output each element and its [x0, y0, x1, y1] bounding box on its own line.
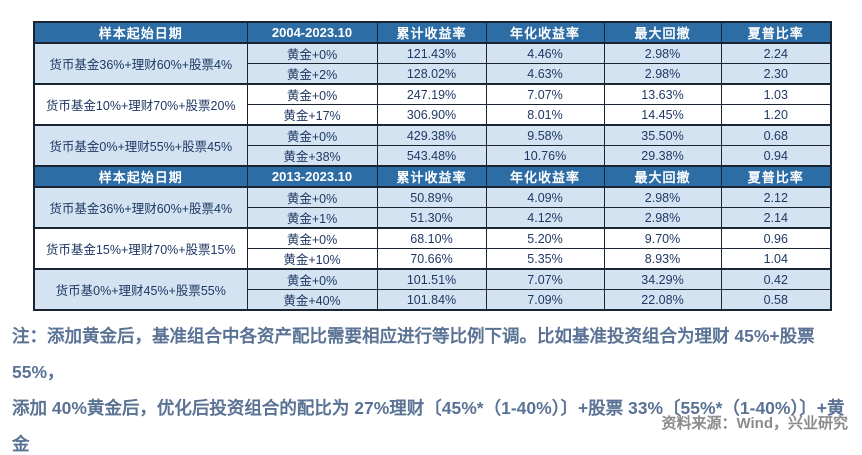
gold-allocation-cell: 黄金+0% — [246, 42, 378, 64]
sharpe-ratio-cell: 2.30 — [720, 63, 832, 84]
cumulative-return-cell: 543.48% — [376, 145, 487, 166]
table-row: 黄金+38% 543.48% 10.76% 29.38% 0.94 — [34, 145, 832, 166]
gold-allocation-cell: 黄金+0% — [246, 268, 378, 290]
strategy-label: 货币基0%+理财45%+股票55% — [33, 268, 248, 310]
table-row: 黄金+2% 128.02% 4.63% 2.98% 2.30 — [34, 63, 832, 84]
annualized-return-cell: 9.58% — [485, 124, 605, 146]
col-header-max-drawdown: 最大回撤 — [603, 165, 722, 188]
table-row: 黄金+1% 51.30% 4.12% 2.98% 2.14 — [34, 207, 832, 228]
sharpe-ratio-cell: 0.42 — [720, 268, 832, 290]
sharpe-ratio-cell: 2.12 — [720, 186, 832, 208]
table-row: 货币基金36%+理财60%+股票4% 黄金+0% 121.43% 4.46% 2… — [33, 42, 832, 84]
max-drawdown-cell: 35.50% — [603, 124, 722, 146]
max-drawdown-cell: 9.70% — [603, 227, 722, 249]
gold-allocation-cell: 黄金+0% — [246, 124, 378, 146]
sharpe-ratio-cell: 2.14 — [720, 207, 832, 228]
annualized-return-cell: 4.12% — [485, 207, 605, 228]
max-drawdown-cell: 2.98% — [603, 42, 722, 64]
cumulative-return-cell: 68.10% — [376, 227, 487, 249]
strategy-label: 货币基金36%+理财60%+股票4% — [33, 42, 248, 84]
col-header-cumulative-return: 累计收益率 — [376, 21, 487, 44]
cumulative-return-cell: 50.89% — [376, 186, 487, 208]
gold-allocation-cell: 黄金+40% — [246, 289, 378, 310]
annualized-return-cell: 4.63% — [485, 63, 605, 84]
strategy-label: 货币基金15%+理财70%+股票15% — [33, 227, 248, 269]
table-row: 货币基金0%+理财55%+股票45% 黄金+0% 429.38% 9.58% 3… — [33, 124, 832, 166]
col-header-date-range: 2013-2023.10 — [246, 165, 378, 188]
portfolio-returns-table: 样本起始日期 2004-2023.10 累计收益率 年化收益率 最大回撤 夏普比… — [33, 21, 832, 311]
annualized-return-cell: 4.46% — [485, 42, 605, 64]
footnote-line: 添加 40%黄金后，优化后投资组合的配比为 27%理财〔45%*（1-40%）〕… — [12, 398, 845, 454]
gold-allocation-cell: 黄金+17% — [246, 104, 378, 125]
col-header-sample-start-date: 样本起始日期 — [33, 165, 248, 188]
footnote-line: 注：添加黄金后，基准组合中各资产配比需要相应进行等比例下调。比如基准投资组合为理… — [12, 326, 815, 382]
sharpe-ratio-cell: 0.68 — [720, 124, 832, 146]
cumulative-return-cell: 51.30% — [376, 207, 487, 228]
annualized-return-cell: 7.07% — [485, 268, 605, 290]
col-header-max-drawdown: 最大回撤 — [603, 21, 722, 44]
gold-allocation-cell: 黄金+2% — [246, 63, 378, 84]
table-row: 货币基金15%+理财70%+股票15% 黄金+0% 68.10% 5.20% 9… — [33, 227, 832, 269]
max-drawdown-cell: 8.93% — [603, 248, 722, 269]
sharpe-ratio-cell: 0.58 — [720, 289, 832, 310]
annualized-return-cell: 10.76% — [485, 145, 605, 166]
gold-allocation-cell: 黄金+0% — [246, 227, 378, 249]
col-header-sharpe-ratio: 夏普比率 — [720, 165, 832, 188]
max-drawdown-cell: 22.08% — [603, 289, 722, 310]
sharpe-ratio-cell: 1.20 — [720, 104, 832, 125]
strategy-label: 货币基金36%+理财60%+股票4% — [33, 186, 248, 228]
col-header-sample-start-date: 样本起始日期 — [33, 21, 248, 44]
cumulative-return-cell: 429.38% — [376, 124, 487, 146]
max-drawdown-cell: 29.38% — [603, 145, 722, 166]
sharpe-ratio-cell: 0.96 — [720, 227, 832, 249]
footnote: 注：添加黄金后，基准组合中各资产配比需要相应进行等比例下调。比如基准投资组合为理… — [12, 318, 854, 455]
cumulative-return-cell: 101.84% — [376, 289, 487, 310]
sharpe-ratio-cell: 0.94 — [720, 145, 832, 166]
annualized-return-cell: 8.01% — [485, 104, 605, 125]
sharpe-ratio-cell: 2.24 — [720, 42, 832, 64]
gold-allocation-cell: 黄金+0% — [246, 186, 378, 208]
max-drawdown-cell: 2.98% — [603, 63, 722, 84]
max-drawdown-cell: 2.98% — [603, 207, 722, 228]
annualized-return-cell: 7.07% — [485, 83, 605, 105]
gold-allocation-cell: 黄金+0% — [246, 83, 378, 105]
gold-allocation-cell: 黄金+10% — [246, 248, 378, 269]
cumulative-return-cell: 128.02% — [376, 63, 487, 84]
annualized-return-cell: 5.35% — [485, 248, 605, 269]
strategy-label: 货币基金10%+理财70%+股票20% — [33, 83, 248, 125]
gold-allocation-cell: 黄金+1% — [246, 207, 378, 228]
max-drawdown-cell: 13.63% — [603, 83, 722, 105]
max-drawdown-cell: 2.98% — [603, 186, 722, 208]
annualized-return-cell: 5.20% — [485, 227, 605, 249]
table-row: 货币基金36%+理财60%+股票4% 黄金+0% 50.89% 4.09% 2.… — [33, 186, 832, 228]
col-header-annualized-return: 年化收益率 — [485, 165, 605, 188]
table-row: 货币基0%+理财45%+股票55% 黄金+0% 101.51% 7.07% 34… — [33, 268, 832, 310]
cumulative-return-cell: 247.19% — [376, 83, 487, 105]
data-source-attribution: 资料来源：Wind，兴业研究 — [661, 415, 848, 432]
table-header-row-2013: 样本起始日期 2013-2023.10 累计收益率 年化收益率 最大回撤 夏普比… — [33, 165, 832, 188]
table-row: 黄金+10% 70.66% 5.35% 8.93% 1.04 — [34, 248, 832, 269]
sharpe-ratio-cell: 1.03 — [720, 83, 832, 105]
col-header-date-range: 2004-2023.10 — [246, 21, 378, 44]
annualized-return-cell: 4.09% — [485, 186, 605, 208]
cumulative-return-cell: 70.66% — [376, 248, 487, 269]
table-row: 黄金+40% 101.84% 7.09% 22.08% 0.58 — [34, 289, 832, 310]
col-header-sharpe-ratio: 夏普比率 — [720, 21, 832, 44]
sharpe-ratio-cell: 1.04 — [720, 248, 832, 269]
table-header-row-2004: 样本起始日期 2004-2023.10 累计收益率 年化收益率 最大回撤 夏普比… — [33, 21, 832, 44]
col-header-annualized-return: 年化收益率 — [485, 21, 605, 44]
strategy-label: 货币基金0%+理财55%+股票45% — [33, 124, 248, 166]
table-row: 黄金+17% 306.90% 8.01% 14.45% 1.20 — [34, 104, 832, 125]
table-row: 货币基金10%+理财70%+股票20% 黄金+0% 247.19% 7.07% … — [33, 83, 832, 125]
gold-allocation-cell: 黄金+38% — [246, 145, 378, 166]
col-header-cumulative-return: 累计收益率 — [376, 165, 487, 188]
annualized-return-cell: 7.09% — [485, 289, 605, 310]
max-drawdown-cell: 34.29% — [603, 268, 722, 290]
cumulative-return-cell: 101.51% — [376, 268, 487, 290]
cumulative-return-cell: 306.90% — [376, 104, 487, 125]
cumulative-return-cell: 121.43% — [376, 42, 487, 64]
max-drawdown-cell: 14.45% — [603, 104, 722, 125]
